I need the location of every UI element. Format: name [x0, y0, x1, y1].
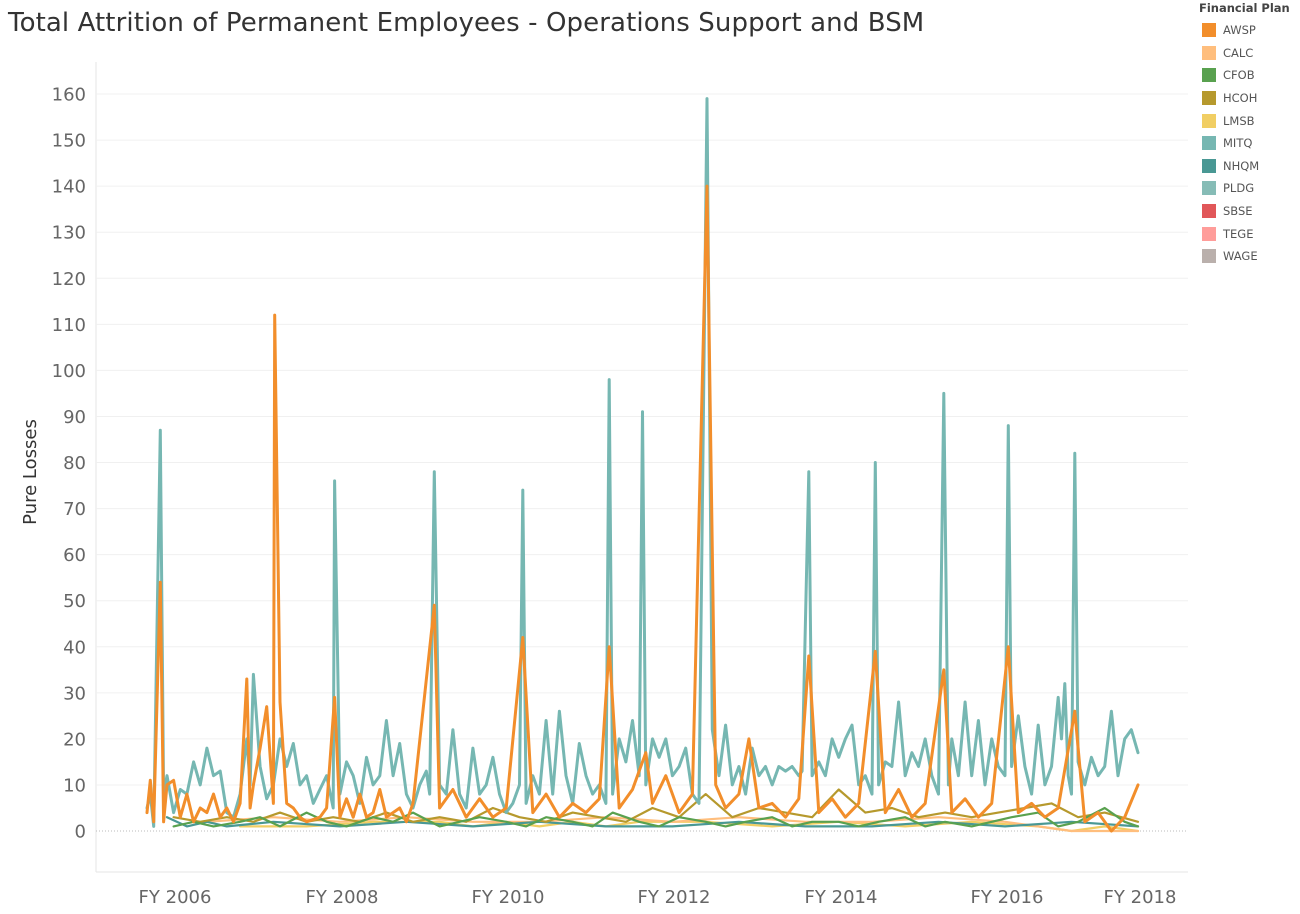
y-tick-label: 80: [63, 453, 86, 474]
y-tick-label: 30: [63, 683, 86, 704]
legend-item-awsp[interactable]: AWSP: [1196, 19, 1300, 42]
y-tick-label: 140: [52, 177, 86, 198]
legend-label: TEGE: [1223, 226, 1254, 241]
legend-swatch: [1202, 226, 1216, 241]
legend-label: PLDG: [1223, 181, 1255, 196]
legend-label: SBSE: [1223, 204, 1253, 219]
legend-item-hcoh[interactable]: HCOH: [1196, 87, 1300, 110]
y-tick-label: 110: [52, 315, 86, 336]
legend-swatch: [1202, 113, 1216, 128]
y-tick-label: 70: [63, 499, 86, 520]
x-tick-label: FY 2008: [306, 887, 379, 908]
series-line-awsp: [145, 184, 1140, 833]
legend-item-wage[interactable]: WAGE: [1196, 245, 1300, 268]
legend-title: Financial Plan: [1199, 1, 1290, 15]
legend-swatch: [1202, 45, 1216, 60]
y-tick-label: 50: [63, 591, 86, 612]
legend-label: NHQM: [1223, 158, 1260, 173]
series-line-cfob: [172, 806, 1140, 828]
legend-items: AWSP CALC CFOB HCOH LMSB MITQ NHQM PLDG SBSE TEGE…: [1196, 19, 1300, 268]
legend-item-mitq[interactable]: MITQ: [1196, 132, 1300, 155]
legend-swatch: [1202, 68, 1216, 83]
legend-item-cfob[interactable]: CFOB: [1196, 64, 1300, 87]
y-tick-label: 150: [52, 131, 86, 152]
legend-item-pldg[interactable]: PLDG: [1196, 177, 1300, 200]
legend-swatch: [1202, 136, 1216, 151]
y-tick-label: 40: [63, 637, 86, 658]
legend-swatch: [1202, 91, 1216, 106]
legend-label: CFOB: [1223, 68, 1255, 83]
y-tick-label: 130: [52, 223, 86, 244]
legend-item-tege[interactable]: TEGE: [1196, 222, 1300, 245]
x-tick-label: FY 2018: [1104, 887, 1177, 908]
series-line-hcoh: [172, 788, 1140, 823]
x-tick-label: FY 2012: [638, 887, 711, 908]
chart-title: Total Attrition of Permanent Employees -…: [8, 8, 925, 38]
legend-label: CALC: [1223, 45, 1254, 60]
series-line-mitq: [145, 97, 1140, 828]
x-tick-label: FY 2006: [139, 887, 212, 908]
legend-label: HCOH: [1223, 91, 1258, 106]
y-tick-label: 100: [52, 361, 86, 382]
legend-swatch: [1202, 158, 1216, 173]
legend-label: MITQ: [1223, 136, 1253, 151]
legend-item-calc[interactable]: CALC: [1196, 42, 1300, 65]
y-tick-label: 60: [63, 545, 86, 566]
y-tick-label: 0: [75, 822, 86, 843]
legend-swatch: [1202, 181, 1216, 196]
x-tick-label: FY 2016: [971, 887, 1044, 908]
y-tick-label: 20: [63, 729, 86, 750]
series-line-calc: [205, 816, 1140, 833]
y-tick-label: 10: [63, 775, 86, 796]
legend-label: WAGE: [1223, 249, 1258, 264]
legend-item-nhqm[interactable]: NHQM: [1196, 155, 1300, 178]
legend-swatch: [1202, 249, 1216, 264]
legend-label: AWSP: [1223, 23, 1256, 38]
x-tick-label: FY 2010: [472, 887, 545, 908]
y-tick-label: 160: [52, 85, 86, 106]
x-tick-label: FY 2014: [805, 887, 878, 908]
legend: Financial Plan AWSP CALC CFOB HCOH LMSB MITQ N…: [1196, 0, 1300, 268]
y-axis-label: Pure Losses: [20, 419, 41, 525]
legend-label: LMSB: [1223, 113, 1255, 128]
y-tick-label: 90: [63, 407, 86, 428]
legend-item-sbse[interactable]: SBSE: [1196, 200, 1300, 223]
legend-swatch: [1202, 23, 1216, 38]
legend-item-lmsb[interactable]: LMSB: [1196, 109, 1300, 132]
y-tick-label: 120: [52, 269, 86, 290]
legend-swatch: [1202, 204, 1216, 219]
